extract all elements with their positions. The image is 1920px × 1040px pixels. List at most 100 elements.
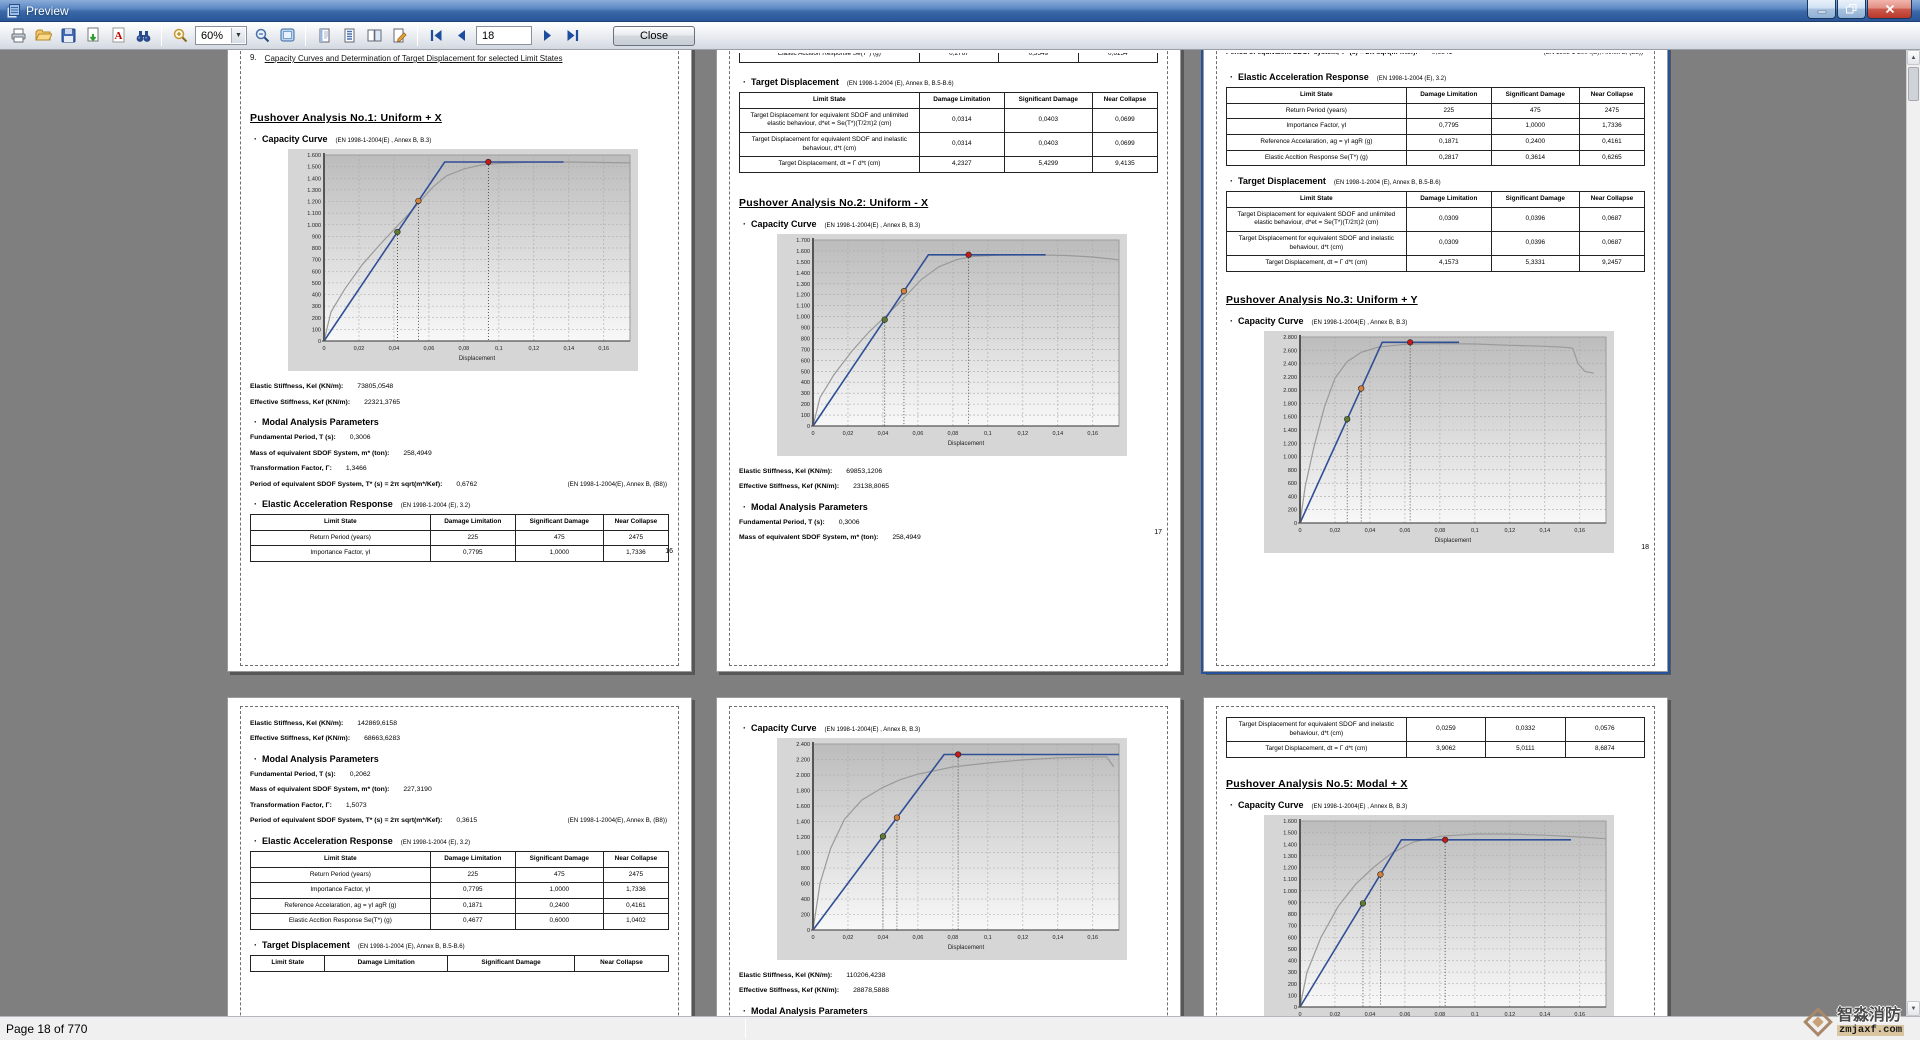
page-content: Period of equivalent SDOF system, T* (s)…	[1204, 50, 1667, 558]
table-header-cell: Significant Damage	[1490, 87, 1580, 104]
section-title: Target Displacement	[751, 77, 839, 87]
caret-down-icon[interactable]: ▼	[231, 28, 245, 43]
nav-last-button[interactable]	[562, 25, 582, 47]
parameter-line: Fundamental Period, T (s): 0,3006	[250, 434, 669, 442]
scrollbar-thumb[interactable]	[1908, 67, 1919, 101]
close-preview-button[interactable]: Close	[613, 25, 695, 46]
page-number: 16	[665, 548, 673, 556]
title-bar: Preview	[0, 0, 1920, 22]
nav-first-button[interactable]	[426, 25, 446, 47]
zoom-in-button[interactable]	[170, 25, 190, 47]
vertical-scrollbar[interactable]: ▲ ▼	[1906, 50, 1920, 1016]
parameter-value: 0,6762	[456, 480, 478, 488]
section-title: Modal Analysis Parameters	[751, 1005, 868, 1016]
find-button[interactable]	[133, 25, 153, 47]
first-page-icon	[430, 30, 441, 41]
bullet-icon: ·	[1230, 799, 1233, 810]
restore-button[interactable]	[1837, 0, 1866, 19]
save-button[interactable]	[58, 25, 78, 47]
svg-text:0,16: 0,16	[1574, 1012, 1585, 1016]
nav-next-button[interactable]	[537, 25, 557, 47]
bilinear-idealization	[812, 253, 1046, 427]
section-heading: · Capacity Curve (EN 1998-1-2004(E) , Anne…	[254, 134, 669, 144]
capacity-curve-figure: 0 200 400 600 800 1.000 1.200 1.400 1.600 1.800 2.…	[777, 738, 1158, 965]
scroll-down-arrow[interactable]: ▼	[1907, 1001, 1920, 1016]
table-header-cell: Damage Limitation	[429, 514, 516, 531]
section-heading: · Elastic Acceleration Response (EN 1998-1…	[254, 836, 669, 846]
print-button[interactable]	[8, 25, 28, 47]
code-reference: (EN 1998-1-2004(E), Annex B, (B8))	[567, 817, 667, 825]
close-window-button[interactable]	[1867, 0, 1912, 19]
parameter-line: Fundamental Period, T (s): 0,2062	[250, 771, 669, 779]
page-number: 18	[1641, 544, 1649, 552]
table-row: Elastic Accltion Response Se(T*) (g) 0,27…	[739, 53, 1158, 63]
page-number-input[interactable]	[476, 26, 532, 45]
analysis-heading: Pushover Analysis No.3: Uniform + Y	[1226, 294, 1418, 307]
document-page-18[interactable]: Period of equivalent SDOF system, T* (s)…	[1203, 50, 1668, 672]
document-page-20[interactable]: · Capacity Curve (EN 1998-1-2004(E) , Anne…	[716, 697, 1181, 1016]
zoom-out-button[interactable]	[252, 25, 272, 47]
code-reference: (EN 1998-1-2004(E) , Annex B, B.3)	[335, 138, 432, 145]
svg-text:0,06: 0,06	[1400, 528, 1411, 534]
table-cell: Return Period (years)	[1226, 102, 1407, 120]
table-cell: Target Displacement, dt = Γ d*t (cm)	[1226, 741, 1407, 758]
table-cell: 0,1871	[1405, 133, 1492, 151]
svg-text:200: 200	[1288, 982, 1297, 988]
view-facing-button[interactable]	[364, 25, 384, 47]
table-row: Importance Factor, γI 0,7795 1,0000 1,7336	[250, 545, 670, 563]
significant-damage-point	[1377, 871, 1384, 878]
minimize-button[interactable]	[1807, 0, 1836, 19]
open-button[interactable]	[33, 25, 53, 47]
svg-text:0,04: 0,04	[878, 431, 889, 437]
section-title: Capacity Curve	[262, 134, 328, 145]
page-setup-button[interactable]	[389, 25, 409, 47]
table-cell: 2475	[1578, 102, 1646, 120]
document-page-21[interactable]: Target Displacement for equivalent SDOF …	[1203, 697, 1668, 1016]
svg-text:0,02: 0,02	[1330, 1012, 1341, 1016]
svg-text:1.400: 1.400	[1283, 428, 1297, 434]
view-continuous-button[interactable]	[339, 25, 359, 47]
table-cell: 225	[429, 866, 516, 884]
nav-prev-button[interactable]	[451, 25, 471, 47]
document-page-16[interactable]: 9. Capacity Curves and Determination of T…	[227, 50, 692, 672]
table-cell: Target Displacement for equivalent SDOF …	[1226, 206, 1407, 233]
parameter-label: Mass of equivalent SDOF System, m* (ton)…	[250, 449, 390, 457]
svg-text:2.400: 2.400	[796, 742, 810, 748]
svg-text:1.200: 1.200	[307, 200, 321, 206]
document-page-17[interactable]: Elastic Accltion Response Se(T*) (g) 0,27…	[716, 50, 1181, 672]
parameter-line: Transformation Factor, Γ: 1,3466	[250, 465, 669, 473]
damage-limitation-point	[1359, 900, 1367, 907]
document-page-19[interactable]: Elastic Stiffness, Kel (KN/m): 142869,615…	[227, 697, 692, 1016]
code-reference: (EN 1998-1-2004(E), Annex B, (B8))	[1544, 53, 1643, 57]
table-header-cell: Near Collapse	[1578, 191, 1646, 208]
zoom-level-select[interactable]: 60% ▼	[195, 26, 247, 45]
page-status-text: Page 18 of 770	[6, 1021, 88, 1036]
svg-text:1.400: 1.400	[307, 176, 321, 182]
table-cell: 0,0403	[1003, 107, 1093, 133]
export-button[interactable]	[83, 25, 103, 47]
table-header-cell: Limit State	[250, 850, 431, 868]
fit-page-button[interactable]	[277, 25, 297, 47]
scroll-up-arrow[interactable]: ▲	[1907, 50, 1920, 65]
parameter-line: Mass of equivalent SDOF System, m* (ton)…	[250, 450, 669, 458]
table-header-cell: Near Collapse	[602, 514, 670, 531]
watermark: 智淼消防 zmjaxf.com	[1801, 1005, 1904, 1039]
svg-text:1.000: 1.000	[796, 314, 810, 320]
parameter-label: Effective Stiffness, Kef (KN/m):	[739, 483, 840, 491]
table-header-cell: Significant Damage	[514, 850, 604, 868]
view-single-page-button[interactable]	[314, 25, 334, 47]
zoom-level-value: 60%	[201, 29, 224, 42]
damage-limitation-point	[394, 229, 401, 236]
table-row: Importance Factor, γI 0,7795 1,0000 1,7336	[250, 882, 670, 899]
svg-text:0: 0	[1294, 521, 1297, 527]
parameter-label: Effective Stiffness, Kef (KN/m):	[250, 398, 351, 406]
whole-page-icon	[280, 28, 294, 42]
section-heading: · Elastic Acceleration Response (EN 1998-1…	[254, 499, 669, 509]
table-cell: 1,0402	[602, 913, 670, 931]
svg-text:900: 900	[801, 325, 810, 331]
svg-text:0,1: 0,1	[984, 935, 992, 941]
svg-text:800: 800	[1288, 912, 1297, 918]
bullet-icon: ·	[743, 1005, 746, 1016]
pdf-button[interactable]: A	[108, 25, 128, 47]
toolbar-separator	[161, 25, 162, 46]
